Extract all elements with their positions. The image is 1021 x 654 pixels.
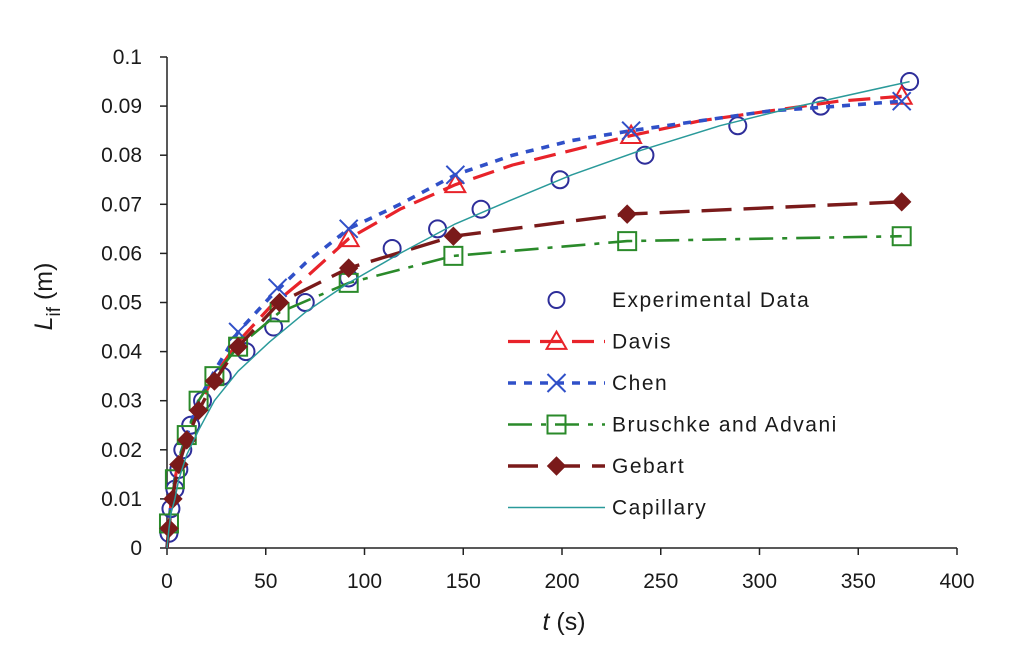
legend-label: Chen <box>612 372 668 395</box>
legend-item-experimental-data: Experimental Data <box>547 289 810 312</box>
data-point-davis <box>337 226 361 248</box>
y-axis-subscript: if <box>44 306 65 316</box>
legend-item-chen: Chen <box>508 372 668 395</box>
y-axis-title: Lif (m) <box>30 263 65 331</box>
series-layer <box>158 72 920 549</box>
y-tick-label: 0.09 <box>101 95 142 118</box>
legend-label: Gebart <box>612 455 685 478</box>
series-line-gebart <box>165 200 902 549</box>
data-point-gebart <box>443 226 464 246</box>
y-tick-label: 0.04 <box>101 341 142 364</box>
data-point-gebart <box>617 204 637 224</box>
legend-swatch-marker <box>546 373 567 393</box>
series-line-capillary <box>166 80 910 549</box>
y-axis-unit: (m) <box>30 263 58 307</box>
data-point-chen <box>267 278 288 298</box>
series-bruschke-and-advani <box>158 226 912 549</box>
data-point-chen <box>891 91 912 111</box>
data-point-gebart <box>204 371 225 391</box>
x-tick-label: 0 <box>161 570 173 593</box>
legend-swatch-marker <box>546 456 567 476</box>
y-tick-label: 0.07 <box>101 193 142 216</box>
x-tick-label: 100 <box>347 570 382 593</box>
legend-label: Bruschke and Advani <box>612 414 838 437</box>
data-point-gebart <box>269 292 290 313</box>
legend-item-gebart: Gebart <box>508 455 685 478</box>
data-point-gebart <box>338 258 359 278</box>
x-tick-label: 250 <box>643 570 678 593</box>
legend-swatch-marker <box>544 329 569 350</box>
x-tick-label: 200 <box>544 570 579 593</box>
data-point-chen <box>338 219 359 239</box>
series-line-chen <box>165 99 902 549</box>
legend-swatch-marker <box>546 414 567 435</box>
series-gebart <box>159 192 912 549</box>
y-axis-variable: L <box>30 317 58 331</box>
legend-item-davis: Davis <box>508 329 672 354</box>
x-tick-label: 50 <box>254 570 277 593</box>
y-tick-label: 0.03 <box>101 390 142 413</box>
x-axis-unit: (s) <box>549 608 585 636</box>
data-point-gebart <box>891 192 912 212</box>
x-tick-label: 400 <box>939 570 974 593</box>
data-point-gebart <box>188 400 209 421</box>
data-point-chen <box>621 120 641 141</box>
legend-swatch-marker <box>547 291 566 309</box>
y-tick-label: 0.06 <box>101 242 142 265</box>
legend-label: Capillary <box>612 497 707 520</box>
series-capillary <box>166 80 910 549</box>
series-line-davis <box>165 94 902 549</box>
legend-label: Experimental Data <box>612 289 810 312</box>
data-point-experimental-data <box>900 72 920 92</box>
data-point-chen <box>445 165 466 185</box>
legend: Experimental Data Davis Chen Bruschke and A… <box>508 289 838 520</box>
x-tick-label: 300 <box>742 570 777 593</box>
legend-label: Davis <box>612 331 672 354</box>
data-point-davis <box>443 172 467 194</box>
y-tick-label: 0 <box>130 537 142 560</box>
x-axis-variable: t <box>542 608 550 636</box>
data-point-experimental-data <box>264 317 284 337</box>
x-tick-label: 350 <box>841 570 876 593</box>
legend-item-capillary: Capillary <box>508 497 707 520</box>
data-point-experimental-data <box>428 219 448 239</box>
data-point-gebart <box>228 336 248 357</box>
y-tick-label: 0.02 <box>101 439 142 462</box>
y-tick-label: 0.08 <box>101 144 142 167</box>
x-axis-title: t (s) <box>542 608 585 636</box>
data-point-bruschke-and-advani <box>891 226 912 247</box>
x-tick-label: 150 <box>446 570 481 593</box>
axes: 0 0.01 0.02 0.03 0.04 0.05 0.06 0.07 0.08 0.09 0.1… <box>30 46 975 636</box>
legend-item-bruschke-and-advani: Bruschke and Advani <box>508 414 838 437</box>
series-line-bruschke-and-advani <box>165 234 902 549</box>
data-point-bruschke-and-advani <box>443 245 464 266</box>
y-tick-label: 0.1 <box>113 46 142 69</box>
y-tick-label: 0.05 <box>101 292 142 315</box>
data-point-bruschke-and-advani <box>617 231 638 252</box>
series-davis <box>165 84 914 549</box>
y-tick-label: 0.01 <box>101 488 142 511</box>
